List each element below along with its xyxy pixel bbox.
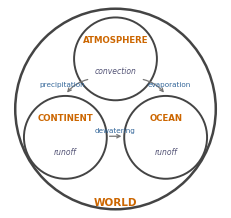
Text: WORLD: WORLD	[94, 198, 137, 208]
Text: runoff: runoff	[54, 148, 77, 157]
Text: convection: convection	[94, 67, 137, 77]
Text: dewatering: dewatering	[95, 128, 136, 134]
Text: precipitation: precipitation	[39, 82, 85, 89]
Text: runoff: runoff	[154, 148, 177, 157]
Text: ATMOSPHERE: ATMOSPHERE	[83, 36, 148, 45]
Text: OCEAN: OCEAN	[149, 114, 182, 123]
Text: CONTINENT: CONTINENT	[37, 114, 93, 123]
Text: evaporation: evaporation	[147, 82, 191, 89]
